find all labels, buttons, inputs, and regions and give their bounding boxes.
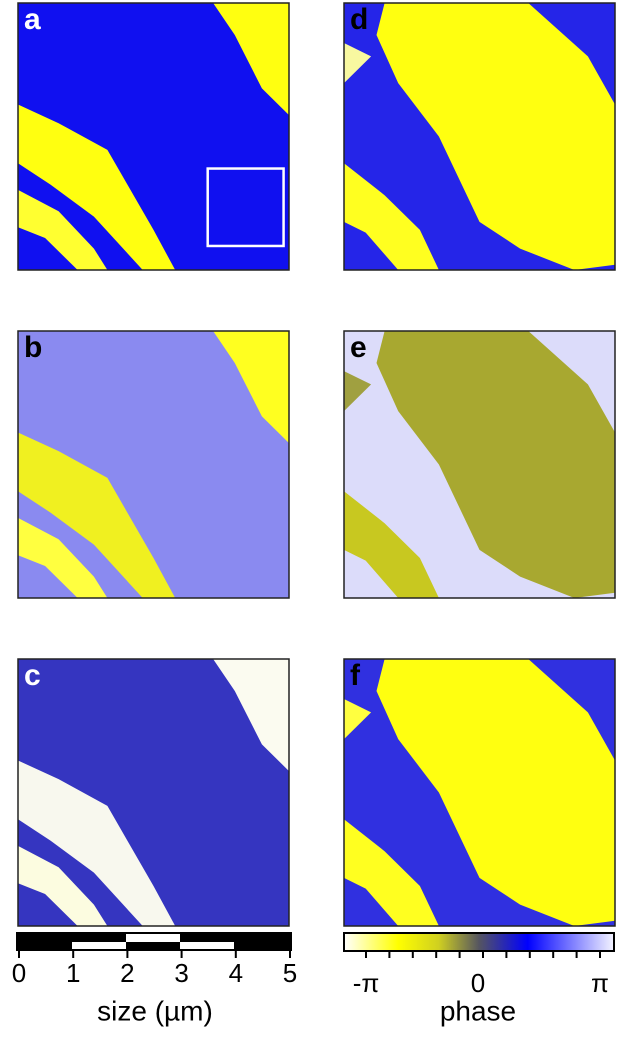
map-frame — [17, 330, 290, 599]
colorbar-label: π — [591, 968, 609, 998]
panel-label: b — [24, 331, 42, 364]
map-frame — [343, 658, 616, 927]
phase-map: e — [343, 330, 616, 599]
phase-map: d — [343, 2, 616, 271]
map-domain — [18, 760, 176, 926]
colorbar — [343, 932, 615, 952]
map-domain — [376, 659, 615, 926]
colorbar-label: -π — [353, 968, 380, 998]
panel-label: f — [350, 659, 361, 692]
map-domain — [344, 371, 372, 412]
map-domain — [18, 189, 108, 270]
scale-tick-label: 4 — [229, 958, 243, 988]
map-domain — [18, 432, 176, 598]
map-domain — [18, 845, 108, 926]
map-domain — [18, 104, 176, 270]
map-domain — [18, 517, 108, 598]
colorbar-title: phase — [440, 995, 516, 1026]
map-domain — [344, 163, 439, 270]
map-frame — [343, 330, 616, 599]
panel-label: a — [24, 3, 41, 36]
scale-bar — [16, 932, 292, 951]
map-frame — [17, 2, 290, 271]
map-domain — [213, 659, 289, 772]
panel-label: d — [350, 3, 368, 36]
map-domain — [344, 819, 439, 926]
phase-map: c — [17, 658, 290, 927]
panel-label: e — [350, 331, 367, 364]
map-frame — [17, 658, 290, 927]
map-domain — [376, 331, 615, 598]
map-domain — [213, 3, 289, 116]
scale-tick-label: 2 — [120, 958, 134, 988]
map-domain — [344, 43, 372, 84]
map-domain — [213, 331, 289, 444]
phase-map: f — [343, 658, 616, 927]
map-domain — [344, 491, 439, 598]
panel-label: c — [24, 659, 41, 692]
map-domain — [376, 3, 615, 270]
scale-tick-label: 3 — [174, 958, 188, 988]
phase-map: b — [17, 330, 290, 599]
map-frame — [343, 2, 616, 271]
map-domain — [344, 699, 372, 740]
colorbar-label: 0 — [471, 968, 485, 998]
scale-bar-title: size (µm) — [97, 995, 213, 1026]
scale-tick-label: 5 — [283, 958, 297, 988]
phase-map: a — [17, 2, 290, 271]
zoom-box — [206, 167, 285, 248]
scale-tick-label: 1 — [66, 958, 80, 988]
scale-tick-label: 0 — [12, 958, 26, 988]
